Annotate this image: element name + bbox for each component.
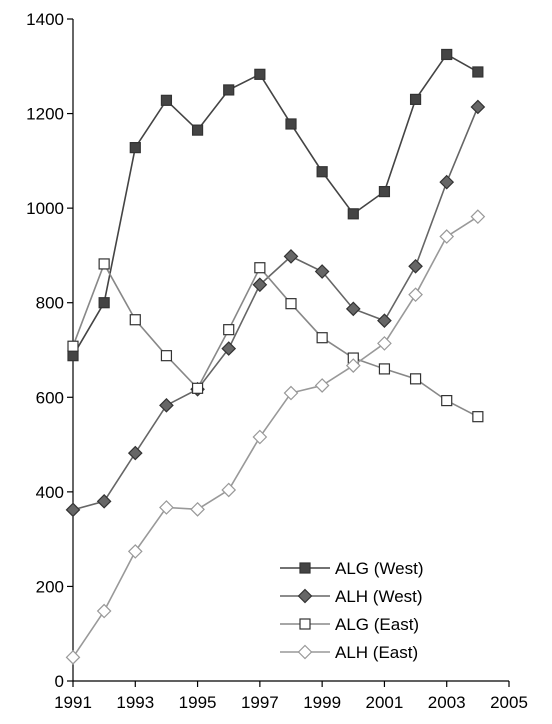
data-point xyxy=(191,124,204,136)
data-point xyxy=(378,363,391,375)
data-point xyxy=(345,301,361,317)
data-point xyxy=(221,482,237,498)
data-point xyxy=(377,336,392,351)
x-tick-label: 2003 xyxy=(428,693,466,712)
data-point xyxy=(439,229,455,244)
data-point xyxy=(129,314,141,326)
legend-item: ALH (West) xyxy=(280,587,423,606)
data-point xyxy=(96,603,112,619)
data-point xyxy=(221,341,237,356)
data-point xyxy=(472,411,484,423)
y-tick-label: 1200 xyxy=(26,105,64,124)
x-tick-label: 2001 xyxy=(366,693,404,712)
chart-axes: 0 200 400 600 800 1000 1200 1400 1991 1993 1995 199… xyxy=(26,10,528,712)
series-4 xyxy=(65,209,486,665)
series-3 xyxy=(67,258,484,423)
data-point xyxy=(65,502,81,518)
chart-legend: ALG (West) ALH (West) ALG (East) ALH (East) xyxy=(280,559,423,662)
data-point xyxy=(347,208,359,220)
legend-marker xyxy=(299,618,311,630)
data-point xyxy=(129,142,141,154)
data-point xyxy=(314,378,330,393)
data-point xyxy=(314,264,330,279)
data-point xyxy=(160,350,173,362)
chart-series xyxy=(65,48,486,665)
series-line xyxy=(72,262,479,418)
y-tick-label: 200 xyxy=(36,577,64,596)
data-point xyxy=(470,209,486,225)
data-point xyxy=(377,313,392,329)
data-point xyxy=(439,174,455,190)
series-line xyxy=(72,215,479,658)
data-point xyxy=(409,93,422,105)
data-point xyxy=(127,445,143,461)
y-tick-label: 0 xyxy=(55,672,64,691)
data-point xyxy=(223,324,235,336)
data-point xyxy=(283,249,299,264)
data-point xyxy=(316,166,328,178)
legend-label: ALH (East) xyxy=(335,643,418,662)
data-point xyxy=(472,66,484,78)
data-point xyxy=(378,185,391,198)
data-point xyxy=(254,262,266,274)
data-point xyxy=(96,493,112,509)
data-point xyxy=(285,118,297,130)
data-point xyxy=(191,382,204,394)
data-point xyxy=(316,332,328,344)
legend-item: ALG (West) xyxy=(280,559,423,578)
data-point xyxy=(223,84,235,96)
x-tick-label: 1993 xyxy=(116,693,154,712)
data-point xyxy=(159,397,174,413)
x-tick-label: 1999 xyxy=(303,693,341,712)
data-point xyxy=(98,297,110,309)
data-point xyxy=(65,650,81,665)
series-1 xyxy=(67,48,484,362)
legend-marker xyxy=(299,562,311,574)
data-point xyxy=(441,394,453,407)
y-tick-label: 800 xyxy=(36,294,64,313)
data-point xyxy=(252,429,268,445)
data-point xyxy=(470,99,486,115)
data-point xyxy=(252,277,268,293)
x-tick-label: 1997 xyxy=(241,693,279,712)
legend-marker xyxy=(297,644,313,660)
data-point xyxy=(441,48,453,61)
data-point xyxy=(345,358,361,373)
y-tick-label: 400 xyxy=(36,483,64,502)
data-point xyxy=(160,94,173,106)
y-tick-label: 1400 xyxy=(26,10,64,29)
data-point xyxy=(285,298,297,310)
data-point xyxy=(408,258,423,274)
data-point xyxy=(254,68,266,80)
x-tick-label: 1995 xyxy=(179,693,217,712)
series-line xyxy=(72,53,479,357)
data-point xyxy=(409,373,422,385)
legend-label: ALG (East) xyxy=(335,615,419,634)
legend-item: ALH (East) xyxy=(280,643,418,662)
legend-label: ALH (West) xyxy=(335,587,423,606)
data-point xyxy=(190,502,205,517)
legend-item: ALG (East) xyxy=(280,615,419,634)
data-point xyxy=(283,385,299,401)
x-tick-label: 2005 xyxy=(490,693,528,712)
series-2 xyxy=(65,99,486,518)
data-point xyxy=(67,340,79,352)
legend-marker xyxy=(297,588,313,604)
data-point xyxy=(127,544,143,559)
y-tick-label: 1000 xyxy=(26,199,64,218)
data-point xyxy=(408,287,423,303)
data-point xyxy=(67,350,79,362)
legend-label: ALG (West) xyxy=(335,559,423,578)
y-tick-label: 600 xyxy=(36,388,64,407)
data-point xyxy=(98,258,110,270)
data-point xyxy=(159,500,174,515)
x-tick-label: 1991 xyxy=(54,693,92,712)
series-line xyxy=(72,106,479,511)
